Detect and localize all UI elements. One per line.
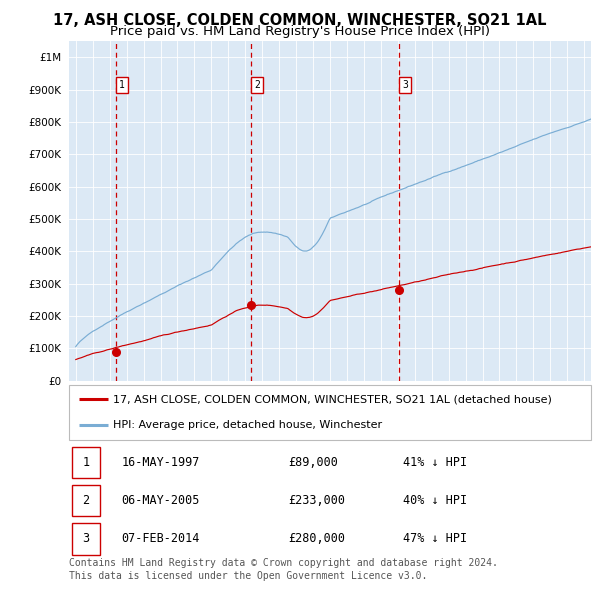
Text: 20
18: 20 18 (461, 386, 470, 405)
FancyBboxPatch shape (71, 523, 100, 555)
Text: 20
12: 20 12 (359, 386, 369, 405)
Text: 41% ↓ HPI: 41% ↓ HPI (403, 455, 467, 469)
Text: 20
02: 20 02 (190, 386, 199, 405)
Text: 20
07: 20 07 (274, 386, 284, 405)
Text: 20
06: 20 06 (257, 386, 267, 405)
Text: £233,000: £233,000 (288, 494, 345, 507)
Text: HPI: Average price, detached house, Winchester: HPI: Average price, detached house, Winc… (113, 419, 382, 430)
Text: £89,000: £89,000 (288, 455, 338, 469)
Text: 47% ↓ HPI: 47% ↓ HPI (403, 532, 467, 546)
Text: 07-FEB-2014: 07-FEB-2014 (121, 532, 200, 546)
Text: 20
21: 20 21 (511, 386, 521, 405)
Text: 20
10: 20 10 (325, 386, 335, 405)
Text: 20
22: 20 22 (529, 386, 538, 405)
Text: Price paid vs. HM Land Registry's House Price Index (HPI): Price paid vs. HM Land Registry's House … (110, 25, 490, 38)
Text: 19
99: 19 99 (139, 386, 149, 405)
Text: Contains HM Land Registry data © Crown copyright and database right 2024.: Contains HM Land Registry data © Crown c… (69, 558, 498, 568)
Text: 19
98: 19 98 (122, 386, 131, 405)
Text: 20
24: 20 24 (562, 386, 572, 405)
Text: 20
16: 20 16 (427, 386, 437, 405)
Text: £280,000: £280,000 (288, 532, 345, 546)
Text: 20
25: 20 25 (579, 386, 589, 405)
Text: 17, ASH CLOSE, COLDEN COMMON, WINCHESTER, SO21 1AL (detached house): 17, ASH CLOSE, COLDEN COMMON, WINCHESTER… (113, 395, 552, 405)
Text: 20
15: 20 15 (410, 386, 420, 405)
Text: 20
14: 20 14 (393, 386, 403, 405)
Text: 20
01: 20 01 (172, 386, 182, 405)
Text: 20
04: 20 04 (223, 386, 233, 405)
Text: 17, ASH CLOSE, COLDEN COMMON, WINCHESTER, SO21 1AL: 17, ASH CLOSE, COLDEN COMMON, WINCHESTER… (53, 13, 547, 28)
Text: 20
09: 20 09 (308, 386, 318, 405)
Text: 19
95: 19 95 (71, 386, 81, 405)
FancyBboxPatch shape (71, 485, 100, 516)
Text: 16-MAY-1997: 16-MAY-1997 (121, 455, 200, 469)
Text: 20
03: 20 03 (206, 386, 217, 405)
Text: This data is licensed under the Open Government Licence v3.0.: This data is licensed under the Open Gov… (69, 571, 427, 581)
FancyBboxPatch shape (71, 447, 100, 478)
Text: 06-MAY-2005: 06-MAY-2005 (121, 494, 200, 507)
Text: 20
19: 20 19 (478, 386, 488, 405)
Text: 20
05: 20 05 (240, 386, 250, 405)
Text: 1: 1 (119, 80, 125, 90)
Text: 20
23: 20 23 (545, 386, 556, 405)
Text: 3: 3 (403, 80, 408, 90)
Text: 2: 2 (82, 494, 89, 507)
Text: 3: 3 (82, 532, 89, 546)
Text: 20
00: 20 00 (155, 386, 166, 405)
Text: 1: 1 (82, 455, 89, 469)
Text: 19
96: 19 96 (88, 386, 98, 405)
Text: 20
17: 20 17 (443, 386, 454, 405)
Text: 20
13: 20 13 (376, 386, 386, 405)
Text: 40% ↓ HPI: 40% ↓ HPI (403, 494, 467, 507)
Text: 19
97: 19 97 (104, 386, 115, 405)
Text: 20
20: 20 20 (494, 386, 505, 405)
Text: 20
08: 20 08 (291, 386, 301, 405)
Text: 20
11: 20 11 (342, 386, 352, 405)
Text: 2: 2 (254, 80, 260, 90)
